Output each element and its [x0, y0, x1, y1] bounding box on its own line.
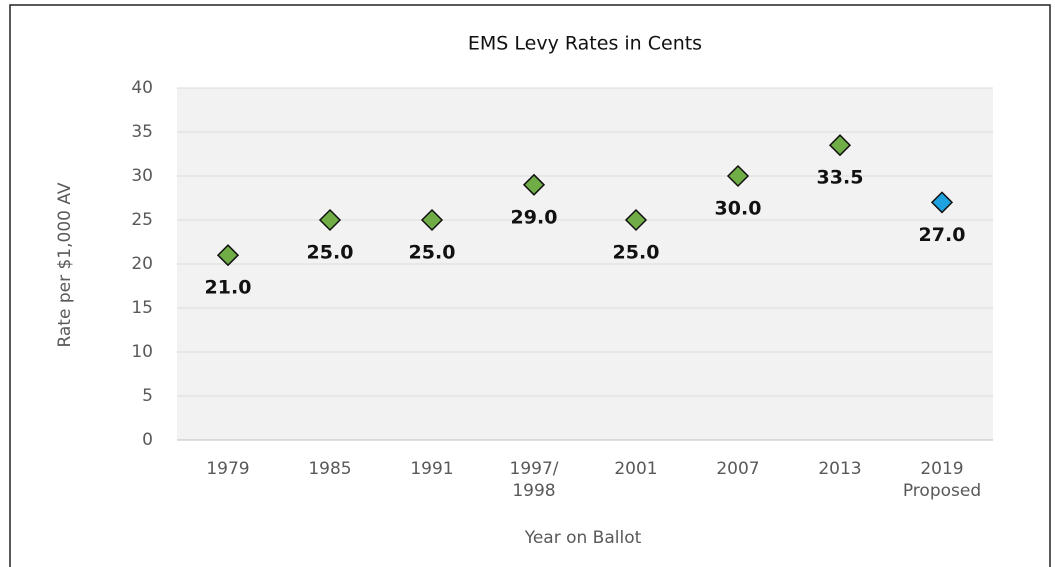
y-tick-label: 40: [131, 78, 153, 98]
data-label: 25.0: [409, 242, 456, 264]
x-tick-label: 1997/ 1998: [509, 459, 559, 501]
x-tick-label: 1979: [206, 459, 250, 479]
y-tick-label: 25: [131, 210, 153, 230]
y-tick-label: 20: [131, 254, 153, 274]
y-tick-label: 30: [131, 166, 153, 186]
chart-title: EMS Levy Rates in Cents: [468, 33, 702, 55]
x-tick-label: 2013: [818, 459, 862, 479]
marker: [318, 208, 342, 232]
y-axis-label: Rate per $1,000 AV: [55, 182, 75, 347]
data-label: 29.0: [511, 206, 558, 228]
x-axis-label: Year on Ballot: [524, 528, 642, 548]
data-label: 27.0: [919, 224, 966, 246]
data-label: 30.0: [715, 198, 762, 220]
marker: [216, 244, 240, 267]
marker: [828, 134, 852, 157]
x-tick-label: 2019 Proposed: [902, 459, 982, 501]
y-tick-label: 0: [142, 430, 153, 450]
data-label: 25.0: [613, 242, 660, 264]
y-tick-label: 5: [142, 386, 153, 406]
data-label: 21.0: [205, 277, 252, 299]
y-tick-label: 35: [131, 122, 153, 142]
data-label: 33.5: [817, 167, 864, 189]
marker: [930, 191, 954, 214]
marker: [420, 208, 444, 232]
y-tick-label: 15: [131, 298, 153, 318]
marker: [624, 208, 648, 232]
frame: [9, 4, 1051, 567]
x-tick-label: 2007: [716, 459, 760, 479]
marker: [726, 164, 750, 188]
data-label: 25.0: [307, 242, 354, 264]
x-tick-label: 1985: [308, 459, 352, 479]
marker: [522, 173, 546, 196]
x-tick-label: 1991: [410, 459, 454, 479]
x-tick-label: 2001: [614, 459, 658, 479]
y-tick-label: 10: [131, 342, 153, 362]
